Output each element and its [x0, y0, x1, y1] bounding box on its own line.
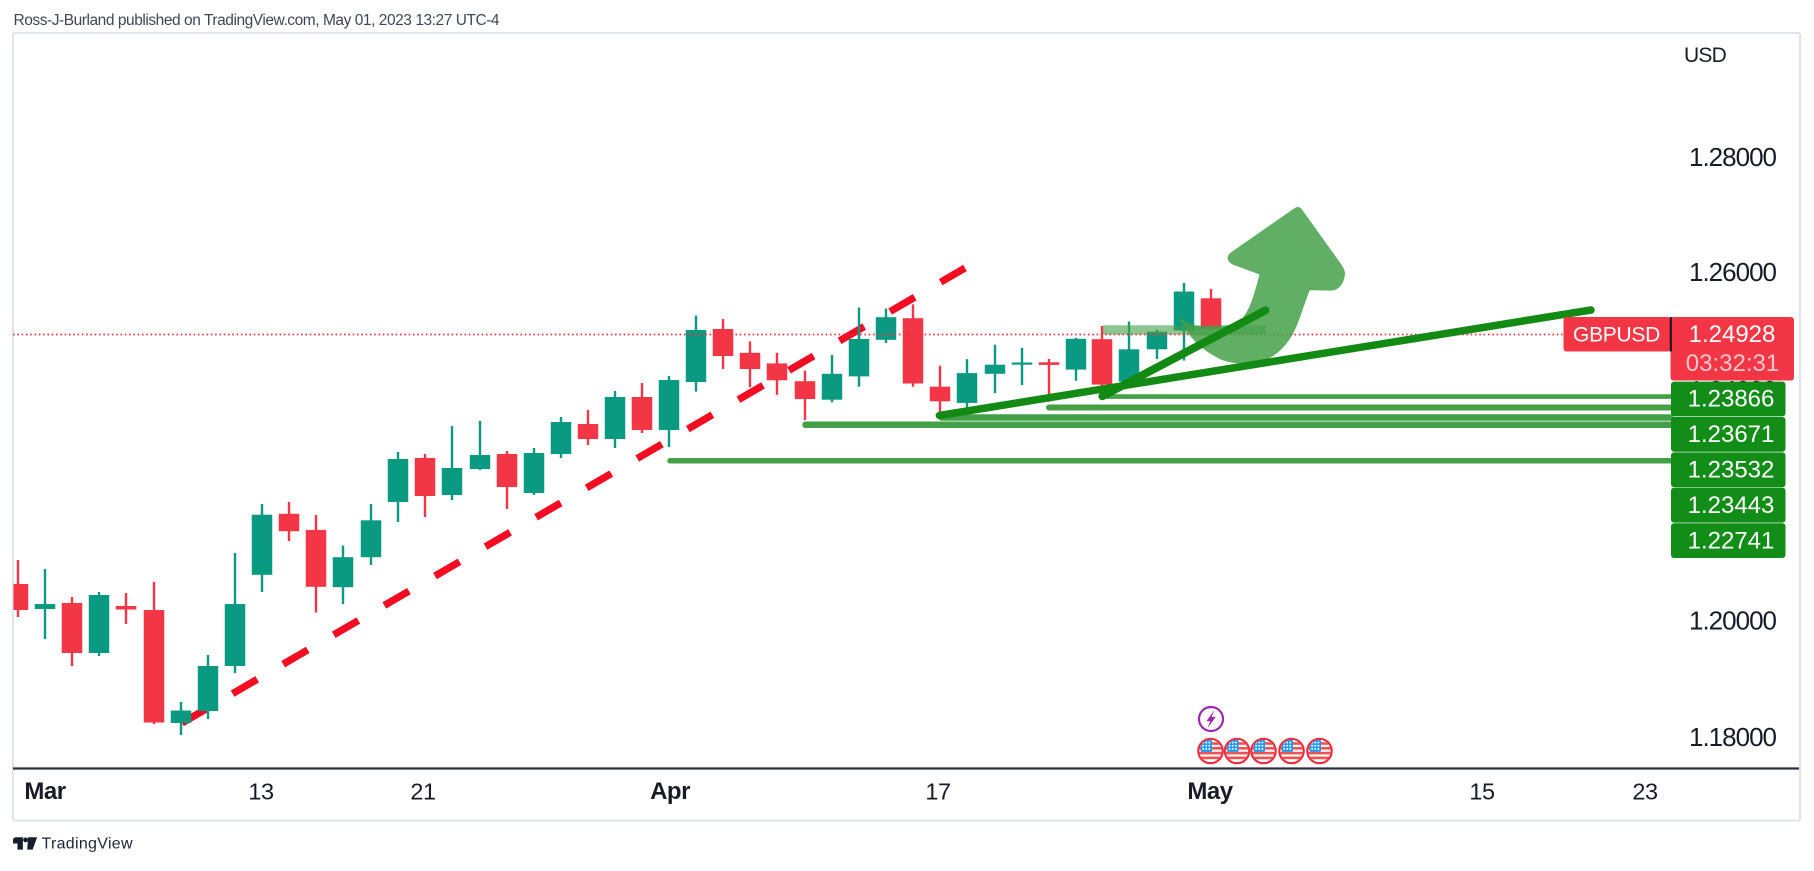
svg-text:USD: USD: [1684, 44, 1727, 67]
svg-text:GBPUSD: GBPUSD: [1573, 324, 1660, 347]
svg-text:1.23866: 1.23866: [1688, 386, 1775, 413]
svg-text:May: May: [1187, 778, 1233, 805]
svg-text:1.18000: 1.18000: [1689, 722, 1777, 752]
svg-text:17: 17: [925, 779, 950, 805]
svg-text:Ross-J-Burland published on Tr: Ross-J-Burland published on TradingView.…: [14, 12, 500, 29]
svg-text:1.26000: 1.26000: [1689, 257, 1777, 287]
svg-text:1.22741: 1.22741: [1688, 527, 1775, 554]
svg-text:1.23532: 1.23532: [1688, 457, 1775, 484]
svg-text:03:32:31: 03:32:31: [1686, 350, 1779, 377]
svg-text:15: 15: [1469, 779, 1495, 805]
svg-text:1.28000: 1.28000: [1689, 142, 1777, 172]
svg-text:Mar: Mar: [24, 778, 65, 805]
svg-text:13: 13: [248, 779, 274, 805]
svg-text:1.20000: 1.20000: [1689, 606, 1777, 636]
svg-text:1.23443: 1.23443: [1688, 492, 1775, 519]
svg-text:TradingView: TradingView: [42, 835, 133, 852]
svg-text:1.24928: 1.24928: [1689, 321, 1776, 348]
svg-text:21: 21: [410, 779, 435, 805]
svg-text:1.23671: 1.23671: [1688, 421, 1775, 448]
svg-text:Apr: Apr: [650, 778, 690, 805]
svg-text:23: 23: [1632, 779, 1658, 805]
